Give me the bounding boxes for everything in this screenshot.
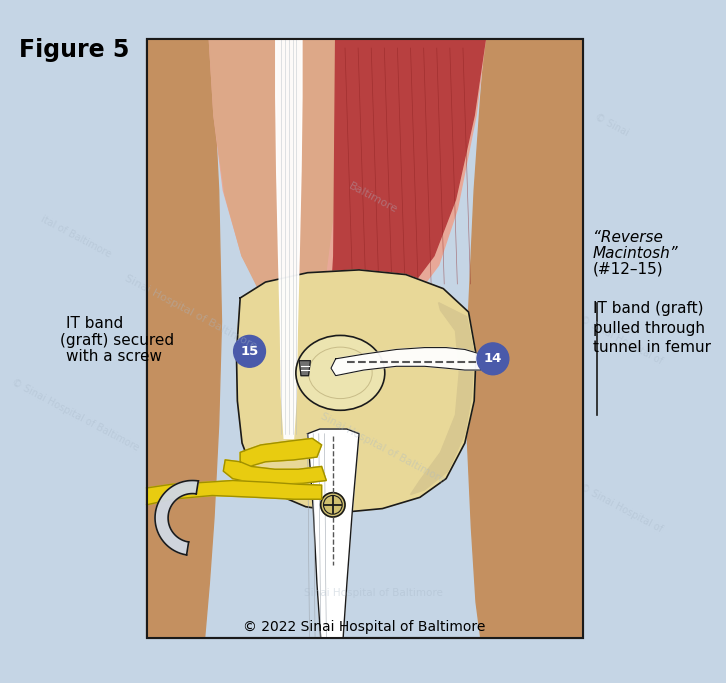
Circle shape xyxy=(321,492,345,517)
Bar xyxy=(147,39,583,638)
Text: Sinai Hospital of Baltimore: Sinai Hospital of Baltimore xyxy=(319,410,446,485)
Text: IT band: IT band xyxy=(66,316,123,331)
Text: Sinai Hospital of Baltimore: Sinai Hospital of Baltimore xyxy=(303,588,443,598)
Circle shape xyxy=(234,335,266,367)
Text: © Sinai Hospital of: © Sinai Hospital of xyxy=(578,314,664,366)
Text: “Reverse: “Reverse xyxy=(593,229,663,245)
Text: 15: 15 xyxy=(240,345,258,358)
Polygon shape xyxy=(276,39,302,438)
Text: © Sinai: © Sinai xyxy=(593,112,630,138)
Polygon shape xyxy=(147,481,322,505)
Text: © 2022 Sinai Hospital of Baltimore: © 2022 Sinai Hospital of Baltimore xyxy=(243,620,486,635)
Polygon shape xyxy=(147,39,221,638)
Polygon shape xyxy=(299,361,311,376)
Polygon shape xyxy=(331,348,481,376)
Polygon shape xyxy=(209,39,486,326)
Bar xyxy=(147,39,583,638)
Text: Figure 5: Figure 5 xyxy=(20,38,130,62)
Polygon shape xyxy=(237,270,476,512)
Text: Sinai Hospital of Baltimore: Sinai Hospital of Baltimore xyxy=(123,273,258,351)
Circle shape xyxy=(477,343,509,375)
Text: 14: 14 xyxy=(484,352,502,365)
Polygon shape xyxy=(331,39,486,322)
Text: © Sinai Hospital of: © Sinai Hospital of xyxy=(578,482,664,535)
Text: with a screw: with a screw xyxy=(66,350,162,365)
Polygon shape xyxy=(155,481,198,555)
Text: Baltimore: Baltimore xyxy=(347,181,399,215)
Text: ital of Baltimore: ital of Baltimore xyxy=(38,214,113,260)
Ellipse shape xyxy=(296,335,385,410)
Text: © Sinai Hospital of Baltimore: © Sinai Hospital of Baltimore xyxy=(10,377,141,453)
Text: IT band (graft)
pulled through
tunnel in femur: IT band (graft) pulled through tunnel in… xyxy=(593,301,711,355)
Polygon shape xyxy=(209,39,345,312)
Text: (#12–15): (#12–15) xyxy=(593,262,664,277)
Polygon shape xyxy=(410,303,474,494)
Polygon shape xyxy=(240,438,322,466)
Text: Macintosh”: Macintosh” xyxy=(593,247,679,262)
Text: (graft) secured: (graft) secured xyxy=(60,333,174,348)
Polygon shape xyxy=(467,39,583,638)
Polygon shape xyxy=(308,429,359,638)
Polygon shape xyxy=(224,460,326,484)
